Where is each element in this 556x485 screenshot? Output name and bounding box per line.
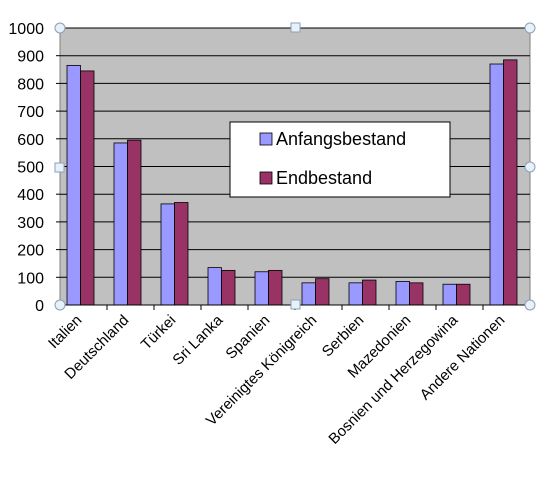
bar-endbestand xyxy=(409,282,424,306)
y-tick-label: 1000 xyxy=(8,21,44,38)
bars xyxy=(66,59,518,306)
bar-endbestand xyxy=(221,269,236,306)
legend: Anfangsbestand Endbestand xyxy=(229,121,451,198)
x-category-label: Italien xyxy=(45,312,85,352)
selection-handles[interactable] xyxy=(54,22,536,311)
y-tick-label: 900 xyxy=(17,49,44,66)
bar-anfangsbestand xyxy=(348,282,363,306)
resize-handle-bottom-right[interactable] xyxy=(524,299,536,311)
y-tick-label: 600 xyxy=(17,132,44,149)
resize-handle-middle-right[interactable] xyxy=(524,161,536,173)
x-category-label: Türkei xyxy=(138,312,179,353)
resize-handle-top-right[interactable] xyxy=(524,22,536,34)
bar-endbestand xyxy=(456,283,471,306)
bar-endbestand xyxy=(268,269,283,306)
bar-anfangsbestand xyxy=(113,142,128,306)
bar-anfangsbestand xyxy=(395,281,410,306)
bar-anfangsbestand xyxy=(301,282,316,306)
resize-handle-bottom-center[interactable] xyxy=(290,299,301,310)
y-tick-label: 500 xyxy=(17,160,44,177)
legend-label-anfangsbestand: Anfangsbestand xyxy=(276,129,406,149)
y-tick-label: 100 xyxy=(17,270,44,287)
bar-endbestand xyxy=(80,70,95,306)
y-tick-label: 0 xyxy=(35,298,44,315)
resize-handle-bottom-left[interactable] xyxy=(54,299,66,311)
bar-anfangsbestand xyxy=(66,64,81,306)
y-axis-tick-labels: 0 100 200 300 400 500 600 700 800 900 1000 xyxy=(8,21,60,315)
bar-anfangsbestand xyxy=(207,267,222,306)
bar-endbestand xyxy=(127,139,142,306)
bar-anfangsbestand xyxy=(160,203,175,306)
resize-handle-top-center[interactable] xyxy=(290,22,301,33)
x-category-label: Sri Lanka xyxy=(169,311,226,368)
y-tick-label: 800 xyxy=(17,76,44,93)
legend-swatch-anfangsbestand xyxy=(259,132,273,146)
y-tick-label: 200 xyxy=(17,243,44,260)
bar-endbestand xyxy=(362,279,377,306)
bar-anfangsbestand xyxy=(442,283,457,306)
resize-handle-top-left[interactable] xyxy=(54,22,66,34)
y-tick-label: 400 xyxy=(17,187,44,204)
legend-label-endbestand: Endbestand xyxy=(276,168,372,188)
bar-endbestand xyxy=(315,278,330,306)
bar-endbestand xyxy=(174,202,189,306)
y-tick-label: 300 xyxy=(17,215,44,232)
resize-handle-middle-left[interactable] xyxy=(54,162,65,173)
bar-endbestand xyxy=(503,59,518,306)
y-tick-label: 700 xyxy=(17,104,44,121)
legend-swatch-endbestand xyxy=(259,171,273,185)
bar-anfangsbestand xyxy=(489,63,504,306)
x-category-label: Andere Nationen xyxy=(417,312,509,404)
bar-anfangsbestand xyxy=(254,271,269,306)
